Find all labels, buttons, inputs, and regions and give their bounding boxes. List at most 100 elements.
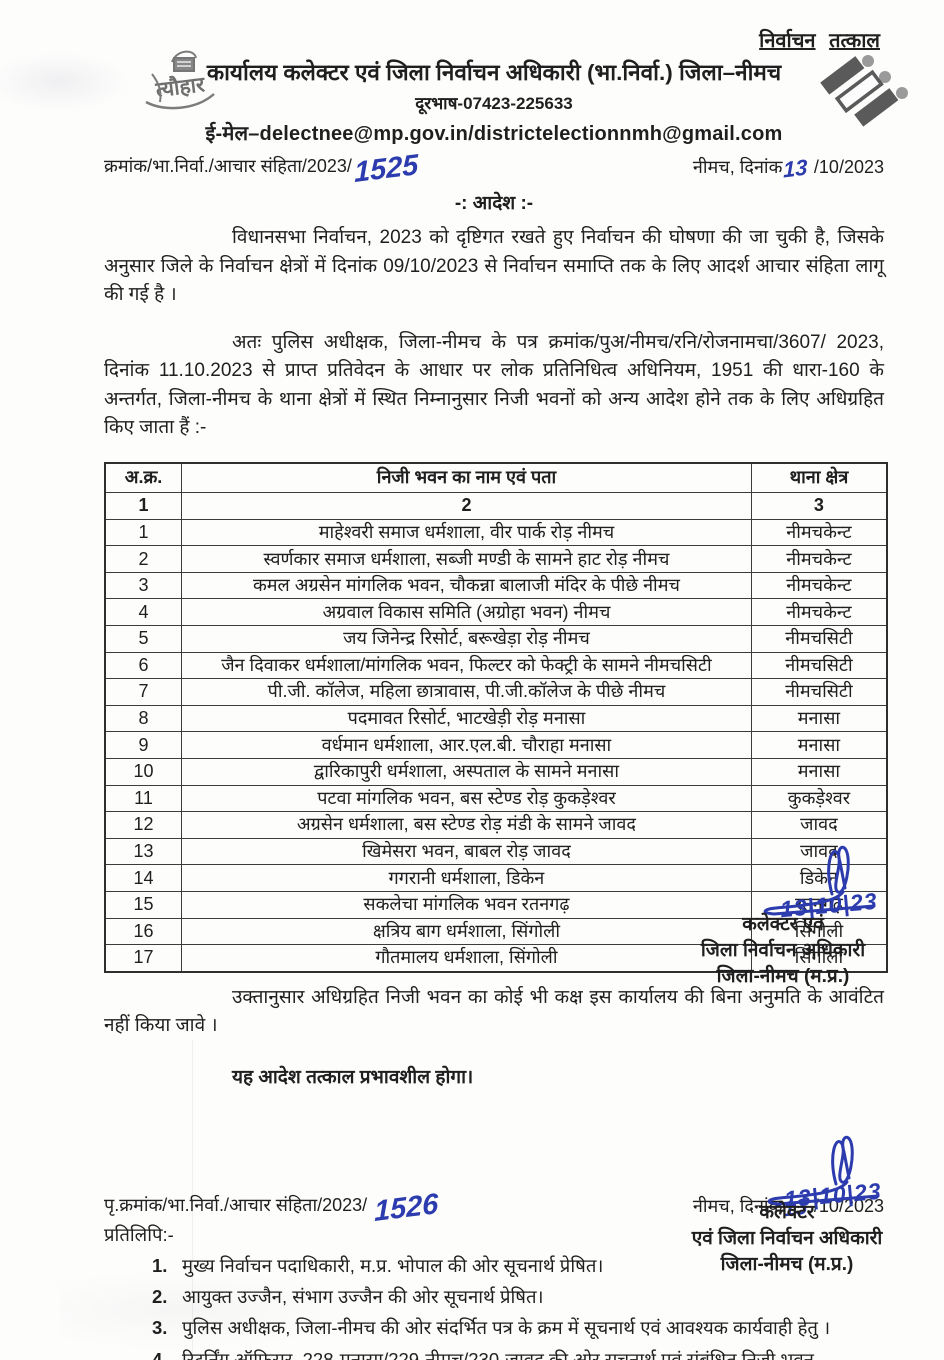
table-row: 7 पी.जी. कॉलेज, महिला छात्रावास, पी.जी.कॉ… bbox=[104, 678, 888, 706]
cell-police-station: डिकेन bbox=[750, 864, 888, 892]
cell-building-name: पदमावत रिसोर्ट, भाटखेड़ी रोड़ मनासा bbox=[181, 704, 752, 733]
signatory-line: जिला-नीमच (म.प्र.) bbox=[720, 1254, 854, 1276]
table-row: 1 माहेश्वरी समाज धर्मशाला, वीर पार्क रोड़… bbox=[104, 518, 888, 547]
table-row: 9 वर्धमान धर्मशाला, आर.एल.बी. चौराहा मनास… bbox=[104, 731, 888, 759]
cell-building-name: माहेश्वरी समाज धर्मशाला, वीर पार्क रोड़ … bbox=[181, 518, 752, 547]
table-row: 6 जैन दिवाकर धर्मशाला/मांगलिक भवन, फिल्टर… bbox=[104, 651, 888, 680]
cell-building-name: जैन दिवाकर धर्मशाला/मांगलिक भवन, फिल्टर … bbox=[181, 651, 752, 680]
requisitioned-buildings-table: अ.क्र. निजी भवन का नाम एवं पता थाना क्षे… bbox=[104, 461, 888, 973]
cell-police-station: मनासा bbox=[750, 704, 888, 733]
office-email: ई-मेल–delectnee@mp.gov.in/districtelecti… bbox=[205, 123, 783, 146]
signature-scribble-icon bbox=[763, 845, 876, 916]
cell-police-station: सिंगोली bbox=[750, 917, 888, 946]
cell-police-station: नीमचसिटी bbox=[750, 678, 888, 706]
office-phone: दूरभाष-07423-225633 bbox=[415, 94, 573, 114]
signature-scribble-icon bbox=[767, 1135, 880, 1206]
ref1-date-suffix: /10/2023 bbox=[813, 157, 884, 178]
cell-serial: 3 bbox=[104, 571, 183, 600]
cell-building-name: जय जिनेन्द्र रिसोर्ट, बरूखेड़ा रोड़ नीमच bbox=[181, 625, 752, 653]
paragraph-announcement: विधानसभा निर्वाचन, 2023 को दृष्टिगत रखते… bbox=[104, 227, 884, 306]
reference-line-2: पृ.क्रमांक/भा.निर्वा./आचार संहिता/2023/ … bbox=[104, 1188, 884, 1228]
cell-serial: 8 bbox=[104, 704, 183, 733]
table-row: 4 अग्रवाल विकास समिति (अग्रोहा भवन) नीमच न… bbox=[104, 598, 888, 626]
order-heading: -: आदेश :- bbox=[454, 193, 534, 215]
copy-item-text: पुलिस अधीक्षक, जिला-नीमच की ओर संदर्भित … bbox=[182, 1317, 831, 1339]
cell-building-name: अग्रसेन धर्मशाला, बस स्टेण्ड रोड़ मंडी क… bbox=[181, 811, 752, 839]
copy-list-item: 3. पुलिस अधीक्षक, जिला-नीमच की ओर संदर्भि… bbox=[152, 1315, 884, 1341]
signatory-designation-2: कलेक्टर एवं जिला निर्वाचन अधिकारी जिला-न… bbox=[672, 1200, 902, 1279]
cell-building-name: गगरानी धर्मशाला, डिकेन bbox=[181, 864, 752, 892]
copy-heading: प्रतिलिपि:- bbox=[104, 1223, 174, 1245]
signatory-designation-1: कलेक्टर एवं जिला निर्वाचन अधिकारी जिला-न… bbox=[668, 912, 898, 991]
cell-serial: 15 bbox=[104, 890, 183, 919]
ref2-number: पृ.क्रमांक/भा.निर्वा./आचार संहिता/2023/ … bbox=[104, 1188, 439, 1228]
table-row: 11 पटवा मांगलिक भवन, बस स्टेण्ड रोड़ कुकड… bbox=[104, 784, 888, 813]
cell-building-name: कमल अग्रसेन मांगलिक भवन, चौकन्ना बालाजी … bbox=[181, 571, 752, 600]
cell-serial: 1 bbox=[104, 518, 183, 547]
cell-building-name: स्वर्णकार समाज धर्मशाला, सब्जी मण्डी के … bbox=[181, 545, 752, 573]
cell-serial: 13 bbox=[104, 837, 183, 866]
copy-item-number: 2. bbox=[152, 1285, 168, 1307]
cell-serial: 7 bbox=[104, 678, 183, 706]
election-commission-logo bbox=[816, 48, 916, 132]
table-row: 17 गौतमालय धर्मशाला, सिंगोली सिंगोली bbox=[104, 944, 888, 973]
copy-item-text: रिटर्निंग ऑफिसर, 228-मनासा/229-नीमच/230-… bbox=[182, 1348, 814, 1360]
cell-serial: 14 bbox=[104, 864, 183, 892]
cell-police-station: नीमचकेन्ट bbox=[750, 571, 888, 600]
cell-serial: 16 bbox=[104, 917, 183, 946]
table-row: 15 सकलेचा मांगलिक भवन रतनगढ़ रतनगढ़ bbox=[104, 890, 888, 919]
cell-serial: 2 bbox=[104, 545, 183, 573]
ref1-date: नीमच, दिनांक13 /10/2023 bbox=[693, 155, 884, 183]
table-column-number-row: 1 2 3 bbox=[104, 491, 888, 520]
copy-list-item: 2. आयुक्त उज्जैन, संभाग उज्जैन की ओर सूचन… bbox=[152, 1284, 884, 1310]
cell-serial: 6 bbox=[104, 651, 183, 680]
copy-item-text: आयुक्त उज्जैन, संभाग उज्जैन की ओर सूचनार… bbox=[182, 1285, 544, 1307]
cell-police-station: नीमचकेन्ट bbox=[750, 598, 888, 626]
colnum-3: 3 bbox=[750, 491, 888, 520]
cell-building-name: गौतमालय धर्मशाला, सिंगोली bbox=[181, 944, 752, 973]
copy-list: 1. मुख्य निर्वाचन पदाधिकारी, म.प्र. भोपाल… bbox=[152, 1253, 884, 1360]
ref2-date: नीमच, दिनांक13 /10/2023 bbox=[692, 1193, 884, 1221]
table-row: 16 क्षत्रिय बाग धर्मशाला, सिंगोली सिंगोली bbox=[104, 917, 888, 946]
copy-item-number: 3. bbox=[152, 1317, 168, 1339]
scan-crease-line bbox=[192, 1040, 193, 1360]
cell-serial: 10 bbox=[104, 757, 183, 786]
copy-list-item: 1. मुख्य निर्वाचन पदाधिकारी, म.प्र. भोपाल… bbox=[152, 1253, 884, 1279]
cell-serial: 12 bbox=[104, 811, 183, 839]
cell-police-station: कुकड़ेश्वर bbox=[750, 784, 888, 813]
table-row: 10 द्वारिकापुरी धर्मशाला, अस्पताल के सामन… bbox=[104, 757, 888, 786]
order-effective-line: यह आदेश तत्काल प्रभावशील होगा। bbox=[232, 1066, 474, 1088]
cell-building-name: द्वारिकापुरी धर्मशाला, अस्पताल के सामने … bbox=[181, 757, 752, 786]
cell-building-name: खिमेसरा भवन, बाबल रोड़ जावद bbox=[181, 837, 752, 866]
table-row: 5 जय जिनेन्द्र रिसोर्ट, बरूखेड़ा रोड़ नीम… bbox=[104, 625, 888, 653]
signatory-line: कलेक्टर एवं bbox=[742, 914, 824, 935]
cell-police-station: नीमचसिटी bbox=[750, 651, 888, 680]
header-police-station: थाना क्षेत्र bbox=[750, 462, 888, 493]
ref2-date-prefix: नीमच, दिनांक bbox=[692, 1195, 783, 1216]
ref2-handwritten-number: 1526 bbox=[374, 1187, 439, 1228]
cell-serial: 4 bbox=[104, 598, 183, 626]
header-serial: अ.क्र. bbox=[104, 462, 183, 493]
table-row: 13 खिमेसरा भवन, बाबल रोड़ जावद जावद bbox=[104, 837, 888, 866]
cell-serial: 9 bbox=[104, 731, 183, 759]
colnum-1: 1 bbox=[104, 491, 183, 520]
header-building: निजी भवन का नाम एवं पता bbox=[181, 462, 752, 493]
reference-line-1: क्रमांक/भा.निर्वा./आचार संहिता/2023/1525… bbox=[104, 149, 884, 189]
requisition-table-body: 1 माहेश्वरी समाज धर्मशाला, वीर पार्क रोड़… bbox=[104, 518, 888, 973]
signatory-line: जिला-नीमच (म.प्र.) bbox=[716, 966, 850, 988]
signatory-line: एवं जिला निर्वाचन अधिकारी bbox=[691, 1228, 883, 1250]
table-row: 8 पदमावत रिसोर्ट, भाटखेड़ी रोड़ मनासा मनास… bbox=[104, 704, 888, 733]
cell-building-name: अग्रवाल विकास समिति (अग्रोहा भवन) नीमच bbox=[181, 598, 752, 626]
cell-serial: 17 bbox=[104, 944, 183, 973]
cell-building-name: क्षत्रिय बाग धर्मशाला, सिंगोली bbox=[181, 917, 752, 946]
office-title: कार्यालय कलेक्टर एवं जिला निर्वाचन अधिका… bbox=[206, 60, 782, 85]
cell-building-name: सकलेचा मांगलिक भवन रतनगढ़ bbox=[181, 890, 752, 919]
ref1-number: क्रमांक/भा.निर्वा./आचार संहिता/2023/1525 bbox=[104, 149, 418, 189]
copy-item-number: 4. bbox=[152, 1348, 168, 1360]
paragraph-requisition-basis: अतः पुलिस अधीक्षक, जिला-नीमच के पत्र क्र… bbox=[104, 331, 884, 439]
letterhead: कार्यालय कलेक्टर एवं जिला निर्वाचन अधिका… bbox=[104, 59, 884, 146]
table-header-row: अ.क्र. निजी भवन का नाम एवं पता थाना क्षे… bbox=[104, 462, 888, 493]
paragraph-no-allotment: उक्तानुसार अधिग्रहित निजी भवन का कोई भी … bbox=[104, 986, 884, 1037]
urgency-word-1: निर्वाचन bbox=[759, 30, 816, 52]
